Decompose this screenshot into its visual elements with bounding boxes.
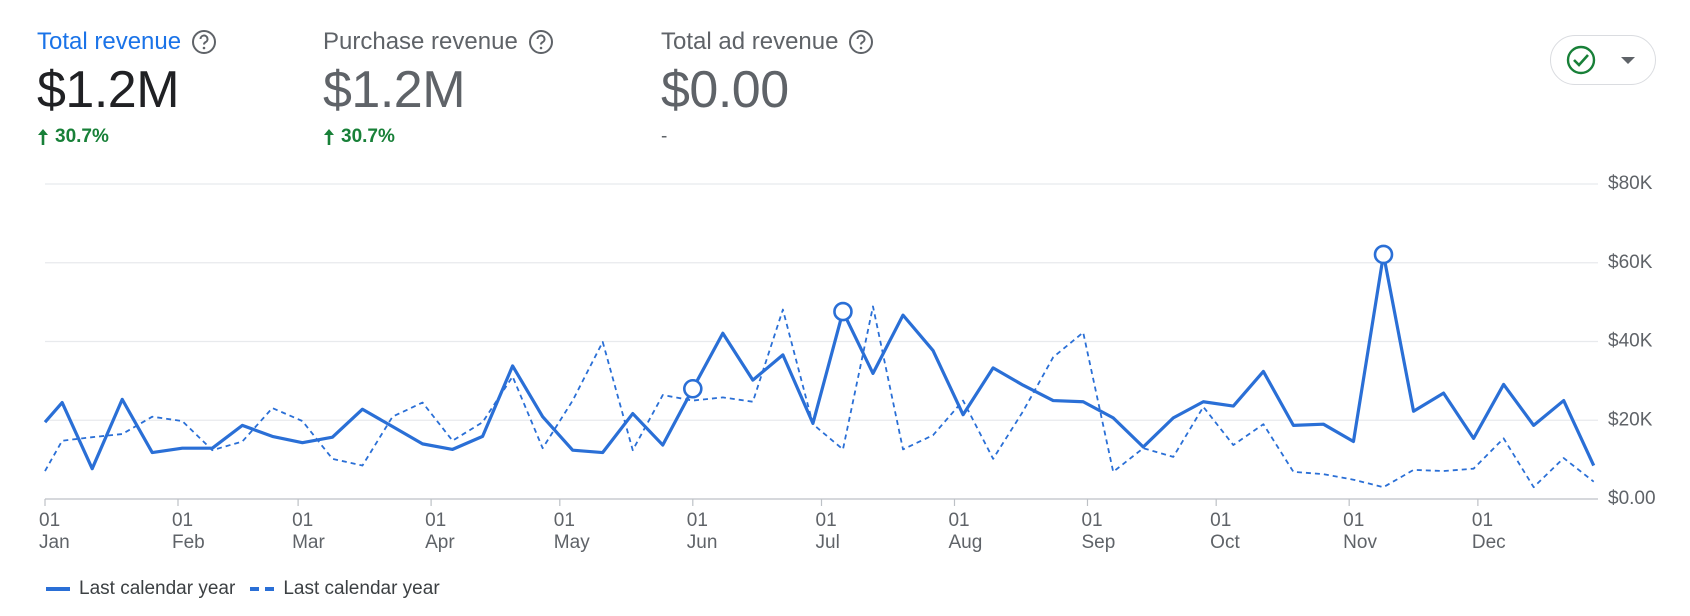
help-icon (528, 30, 553, 54)
metric-title-text: Total revenue (37, 28, 182, 55)
metric-card[interactable]: Total revenue $1.2M 30.7% (37, 28, 217, 148)
legend-item: Last calendar year (45, 578, 235, 600)
help-mark (856, 34, 866, 45)
metric-title-text: Purchase revenue (323, 28, 518, 55)
highlight-point (682, 378, 703, 399)
help-icon (849, 30, 874, 54)
button-icons (1566, 45, 1635, 75)
arrow-shape (324, 129, 334, 145)
series-line (43, 252, 1596, 471)
help-dot (860, 46, 863, 50)
metric-card[interactable]: Total ad revenue $0.00 - (661, 28, 874, 148)
metric-change: 30.7% (323, 126, 554, 148)
series-line (44, 305, 1595, 489)
help-mark (536, 34, 546, 45)
highlight-point (833, 301, 853, 322)
x-tick-label: 01 Jan (39, 510, 70, 553)
metric-title: Total ad revenue (661, 28, 874, 56)
legend: Last calendar year Last calendar year (45, 578, 440, 600)
metric-value: $1.2M (37, 61, 180, 119)
x-tick-label: 01 Mar (292, 510, 325, 553)
x-tick-label: 01 May (553, 510, 590, 553)
legend-item: Last calendar year (249, 578, 440, 600)
up-arrow (38, 129, 48, 145)
x-tick-label: 01 Oct (1210, 510, 1240, 553)
metric-value: $1.2M (323, 61, 466, 119)
metric-change-text: - (661, 126, 668, 147)
y-tick-label: $80K (1608, 173, 1653, 194)
help-icon (192, 30, 217, 54)
y-tick-label: $60K (1608, 252, 1653, 273)
metric-card[interactable]: Purchase revenue $1.2M 30.7% (323, 28, 554, 148)
x-tick-label: 01 Jul (815, 510, 840, 553)
metric-value: $0.00 (661, 61, 789, 119)
metric-change-text: 30.7% (55, 126, 109, 147)
y-tick-label: $0.00 (1608, 488, 1656, 509)
help-dot (539, 46, 543, 50)
y-tick-label: $20K (1608, 409, 1653, 430)
help-circle (849, 30, 874, 54)
x-tick-label: 01 Apr (425, 510, 455, 553)
legend-swatch (46, 587, 70, 591)
x-tick-label: 01 Jun (686, 510, 718, 553)
metric-change: - (661, 126, 874, 148)
legend-swatch (250, 587, 275, 591)
highlight-point (1373, 244, 1394, 265)
x-tick-label: 01 Nov (1343, 510, 1377, 553)
legend-label: Last calendar year (283, 578, 440, 599)
help-circle (528, 30, 553, 54)
y-tick-label: $40K (1608, 331, 1653, 352)
metric-change-text: 30.7% (341, 126, 395, 147)
x-tick-label: 01 Sep (1081, 510, 1116, 553)
metric-title: Purchase revenue (323, 28, 554, 56)
metric-change: 30.7% (37, 126, 217, 148)
x-tick-label: 01 Aug (948, 510, 983, 553)
metric-title-text: Total ad revenue (661, 28, 839, 55)
help-mark (199, 34, 209, 45)
help-dot (202, 46, 206, 50)
compare-button[interactable] (1550, 35, 1656, 85)
metric-title: Total revenue (37, 28, 217, 56)
help-circle (192, 30, 217, 54)
up-arrow (324, 129, 334, 145)
x-tick-label: 01 Dec (1471, 510, 1506, 553)
x-tick-label: 01 Feb (171, 510, 205, 553)
arrow-shape (38, 129, 48, 145)
legend-label: Last calendar year (79, 578, 236, 599)
